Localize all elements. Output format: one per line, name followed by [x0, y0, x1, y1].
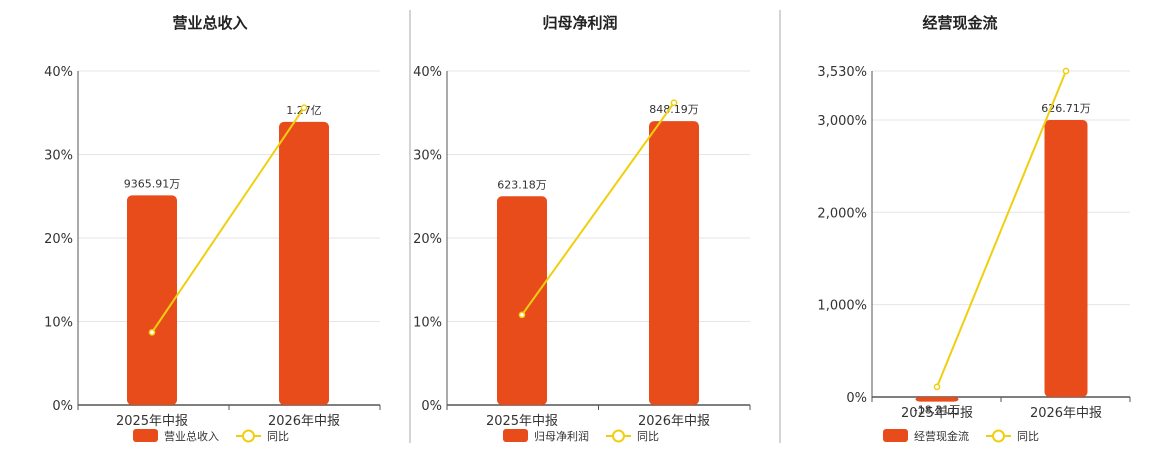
- y-tick-label: 3,000%: [817, 114, 867, 129]
- bar: [127, 195, 177, 405]
- legend-bar-swatch: [883, 429, 908, 442]
- bar: [279, 121, 329, 405]
- x-category-label: 2026年中报: [268, 414, 340, 429]
- y-tick-label: 30%: [413, 149, 442, 164]
- x-category-label: 2025年中报: [116, 414, 188, 429]
- line-point: [1062, 67, 1070, 75]
- line-point: [148, 329, 156, 336]
- line-point: [300, 104, 308, 112]
- legend-line-marker: [612, 429, 625, 443]
- line-point: [933, 383, 941, 391]
- bar: [915, 397, 959, 402]
- line-point: [670, 99, 678, 107]
- y-tick-label: 20%: [413, 232, 442, 247]
- line-point: [518, 311, 526, 319]
- y-tick-label: 30%: [44, 149, 73, 164]
- chart-title: 营业总收入: [172, 14, 247, 32]
- chart-title: 归母净利润: [542, 14, 617, 32]
- y-tick-label: 10%: [44, 316, 73, 331]
- line-series: [521, 102, 675, 316]
- legend-line-label: 同比: [267, 430, 289, 443]
- x-category-label: 2026年中报: [1030, 406, 1102, 421]
- bar: [649, 121, 699, 405]
- line-series: [151, 107, 305, 333]
- bar-data-label: 848.19万: [649, 103, 699, 116]
- y-tick-label: 20%: [44, 232, 73, 247]
- bar: [497, 196, 547, 405]
- y-tick-label: 2,000%: [817, 206, 867, 221]
- y-tick-label: 40%: [413, 65, 442, 80]
- legend-line-label: 同比: [1017, 430, 1039, 443]
- chart-title: 经营现金流: [922, 14, 997, 32]
- bar-data-label: 9365.91万: [124, 177, 181, 190]
- x-category-label: 2025年中报: [486, 414, 558, 429]
- legend-line-label: 同比: [637, 430, 659, 443]
- legend-line-marker: [242, 429, 255, 443]
- bar: [1044, 119, 1088, 398]
- y-tick-label: 1,000%: [817, 299, 867, 314]
- legend-line-marker: [992, 429, 1005, 443]
- x-category-label: 2025年中报: [901, 406, 973, 421]
- y-tick-label: 10%: [413, 316, 442, 331]
- legend-bar-label: 经营现金流: [914, 429, 969, 443]
- line-series: [936, 70, 1067, 388]
- y-tick-label: 0%: [421, 399, 442, 414]
- legend-bar-swatch: [503, 429, 528, 442]
- bar-data-label: -18.31万: [914, 404, 960, 417]
- bar-data-label: 623.18万: [497, 178, 547, 191]
- legend-bar-label: 归母净利润: [534, 429, 589, 443]
- x-category-label: 2026年中报: [638, 414, 710, 429]
- y-tick-label: 0%: [52, 399, 73, 414]
- bar-data-label: 626.71万: [1041, 102, 1091, 115]
- y-tick-label: 3,530%: [817, 65, 867, 80]
- y-tick-label: 0%: [846, 391, 867, 406]
- legend-bar-label: 营业总收入: [164, 429, 219, 443]
- y-tick-label: 40%: [44, 65, 73, 80]
- legend-bar-swatch: [133, 429, 158, 442]
